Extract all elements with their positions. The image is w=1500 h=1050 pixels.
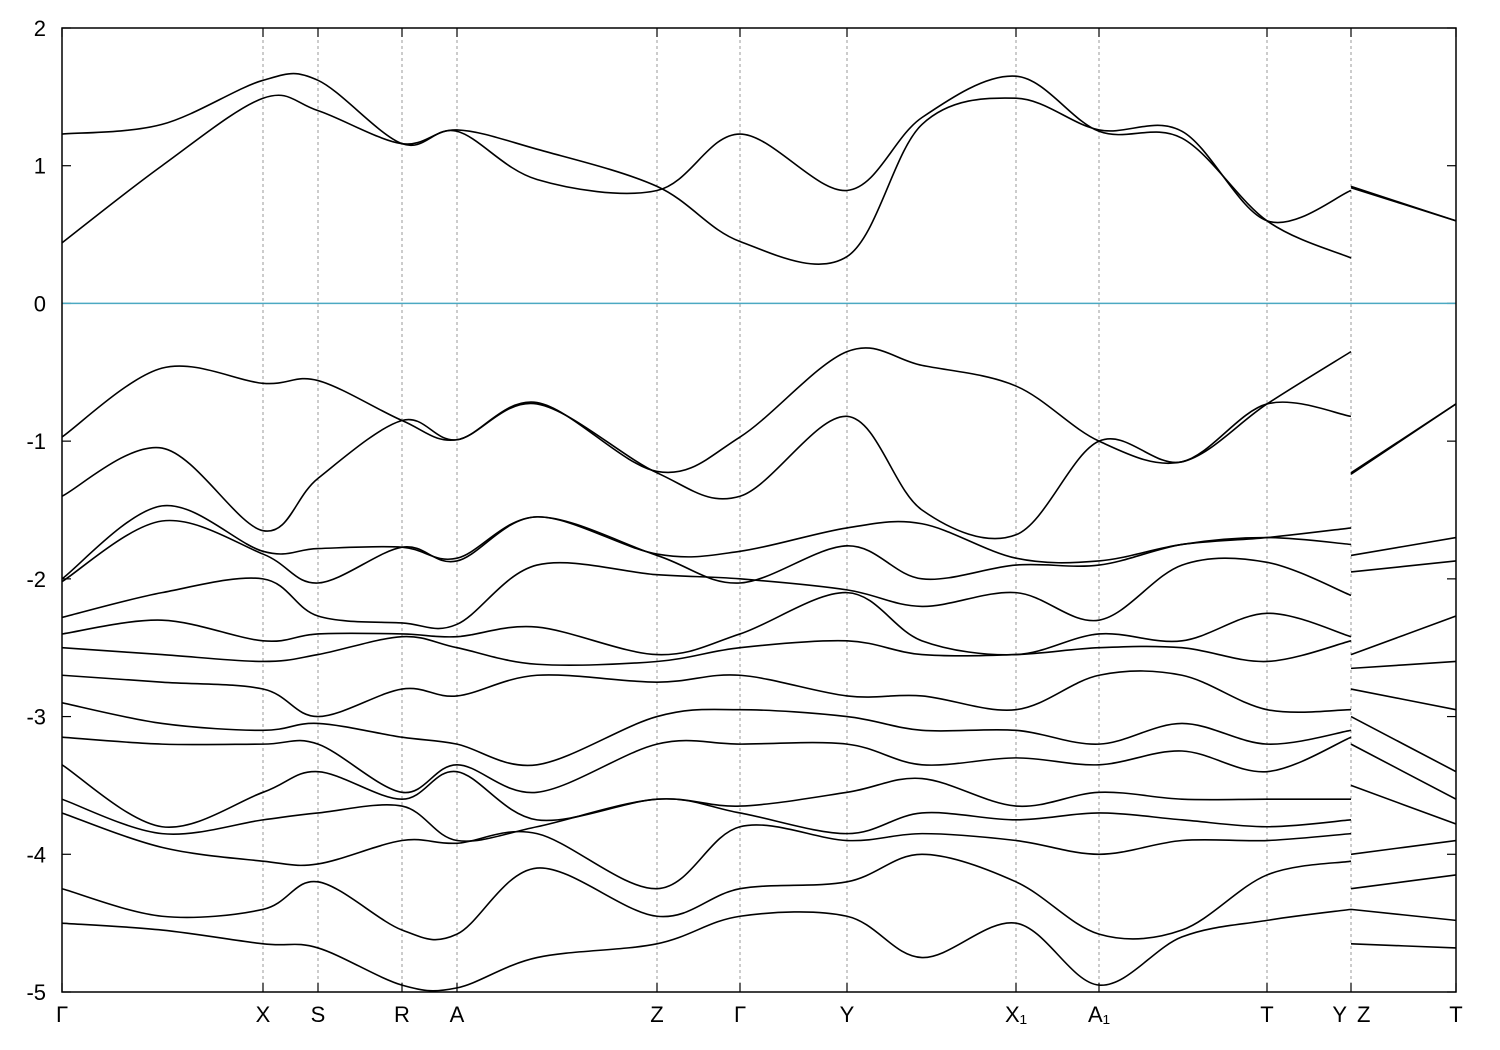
y-tick-label: -5 xyxy=(26,980,46,1005)
x-tick-label: X₁ xyxy=(1005,1002,1027,1027)
y-tick-label: 2 xyxy=(34,16,46,41)
band-line xyxy=(62,591,1456,670)
y-tick-label: 0 xyxy=(34,291,46,316)
y-tick-label: -1 xyxy=(26,429,46,454)
x-tick-label: Y xyxy=(1332,1002,1347,1027)
band-line xyxy=(62,557,1456,656)
bands xyxy=(62,72,1456,992)
x-tick-label: X xyxy=(256,1002,271,1027)
band-line xyxy=(62,401,1456,540)
x-tick-label: Γ xyxy=(56,1002,68,1027)
band-line xyxy=(62,853,1456,949)
x-tick-label: T xyxy=(1449,1002,1462,1027)
band-line xyxy=(62,504,1456,580)
band-line xyxy=(62,94,1456,265)
band-line xyxy=(62,702,1456,800)
x-tick-label: Y xyxy=(840,1002,855,1027)
band-line xyxy=(62,798,1456,890)
band-line xyxy=(62,670,1456,773)
y-tick-label: -2 xyxy=(26,567,46,592)
band-line xyxy=(62,908,1352,992)
y-tick-label: -4 xyxy=(26,842,46,867)
grid xyxy=(61,27,1457,993)
x-tick-label: R xyxy=(394,1002,410,1027)
plot-frame xyxy=(61,27,1457,993)
x-tick-label: Γ xyxy=(734,1002,746,1027)
y-tick-label: 1 xyxy=(34,154,46,179)
x-tick-label: Z xyxy=(1357,1002,1370,1027)
band-line xyxy=(62,736,1456,825)
band-line xyxy=(62,635,1456,711)
band-line xyxy=(62,347,1456,475)
x-tick-label: Z xyxy=(650,1002,663,1027)
y-tick-label: -3 xyxy=(26,705,46,730)
x-tick-label: A₁ xyxy=(1088,1002,1110,1027)
band-line xyxy=(62,812,1456,922)
band-line xyxy=(62,72,1456,259)
x-tick-label: A xyxy=(450,1002,465,1027)
x-tick-label: T xyxy=(1260,1002,1273,1027)
band-line xyxy=(62,516,1456,584)
x-tick-label: S xyxy=(311,1002,326,1027)
